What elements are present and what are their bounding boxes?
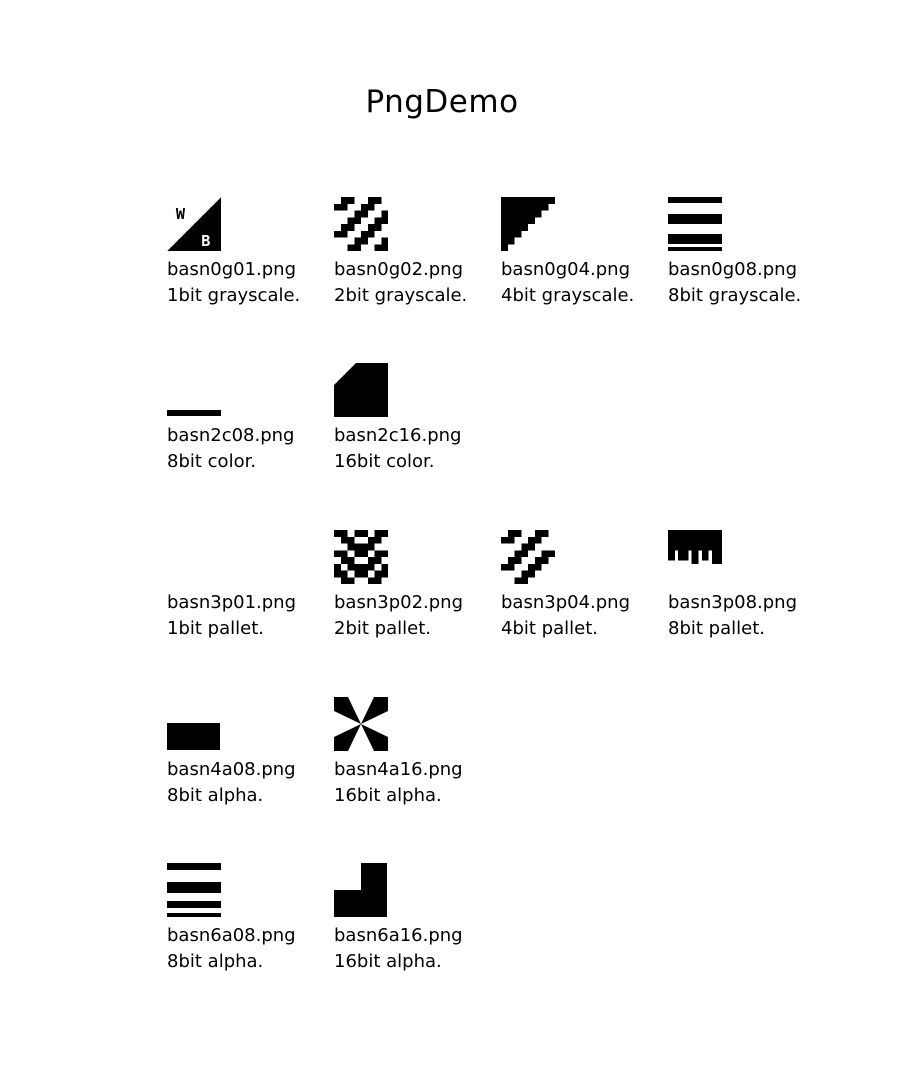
image-description: 8bit alpha. (167, 951, 264, 972)
image-description: 16bit alpha. (334, 951, 442, 972)
image-filename: basn0g01.png (167, 259, 297, 280)
basn4a08-thumbnail-icon (167, 697, 221, 751)
image-description: 16bit alpha. (334, 785, 442, 806)
basn4a16-thumbnail-icon (334, 697, 388, 751)
basn3p02-thumbnail-icon (334, 530, 388, 584)
image-filename: basn3p08.png (668, 592, 798, 613)
svg-text:W: W (176, 205, 186, 223)
image-description: 1bit grayscale. (167, 285, 301, 306)
basn3p04-thumbnail-icon (501, 530, 555, 584)
image-description: 2bit pallet. (334, 618, 431, 639)
image-description: 8bit grayscale. (668, 285, 802, 306)
basn0g08-thumbnail-icon (668, 197, 722, 251)
image-filename: basn3p04.png (501, 592, 631, 613)
basn3p01-thumbnail-icon (167, 530, 221, 584)
image-filename: basn2c16.png (334, 425, 462, 446)
image-description: 1bit pallet. (167, 618, 264, 639)
image-description: 2bit grayscale. (334, 285, 468, 306)
svg-text:B: B (201, 232, 210, 250)
basn0g01-thumbnail-icon: W B (167, 197, 221, 251)
image-filename: basn6a16.png (334, 925, 463, 946)
basn2c16-thumbnail-icon (334, 363, 388, 417)
image-filename: basn0g02.png (334, 259, 464, 280)
basn2c08-thumbnail-icon (167, 363, 221, 417)
image-filename: basn3p01.png (167, 592, 297, 613)
image-description: 4bit grayscale. (501, 285, 635, 306)
image-description: 8bit alpha. (167, 785, 264, 806)
image-description: 8bit color. (167, 451, 257, 472)
image-description: 8bit pallet. (668, 618, 765, 639)
basn3p08-thumbnail-icon (668, 530, 722, 584)
basn6a08-thumbnail-icon (167, 863, 221, 917)
image-filename: basn2c08.png (167, 425, 295, 446)
image-filename: basn6a08.png (167, 925, 296, 946)
image-description: 16bit color. (334, 451, 435, 472)
basn6a16-thumbnail-icon (334, 863, 388, 917)
basn0g04-thumbnail-icon (501, 197, 555, 251)
image-filename: basn0g04.png (501, 259, 631, 280)
basn0g02-thumbnail-icon (334, 197, 388, 251)
image-filename: basn0g08.png (668, 259, 798, 280)
image-filename: basn3p02.png (334, 592, 464, 613)
page-title: PngDemo (365, 84, 519, 120)
image-filename: basn4a08.png (167, 759, 296, 780)
image-filename: basn4a16.png (334, 759, 463, 780)
image-description: 4bit pallet. (501, 618, 598, 639)
